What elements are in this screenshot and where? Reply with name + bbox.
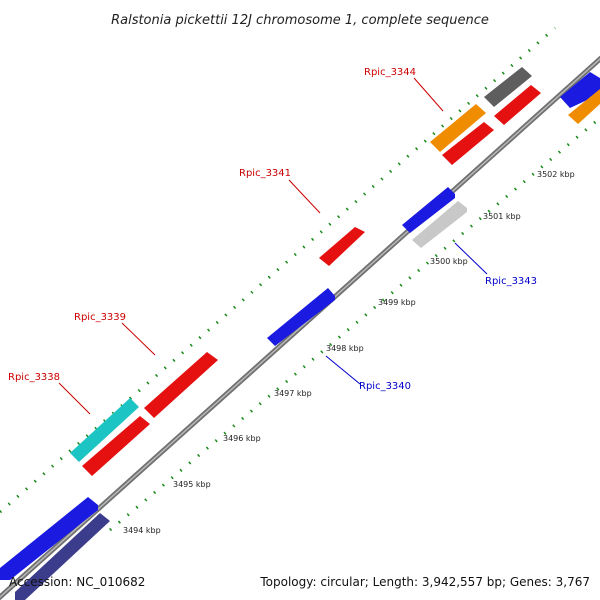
- gene-arrow: [15, 513, 110, 600]
- gene-arrow: [568, 89, 600, 124]
- leader-rpic-3340: [325, 355, 361, 385]
- gene-labels: Rpic_3338 Rpic_3339 Rpic_3341 Rpic_3344 …: [8, 67, 537, 392]
- gene-arrow: [0, 497, 98, 580]
- gene-arrow: [494, 85, 541, 125]
- gene-arrow: [82, 416, 150, 476]
- gene-arrow-rpic-3344: [430, 104, 486, 152]
- tick-label-3498: 3498 kbp: [326, 344, 364, 353]
- forward-tick-line: [0, 26, 556, 514]
- gene-arrow-rpic-3343: [402, 187, 455, 233]
- gene-label-rpic-3344: Rpic_3344: [364, 67, 416, 78]
- tick-labels: 3494 kbp 3495 kbp 3496 kbp 3497 kbp 3498…: [123, 170, 575, 535]
- gene-arrow: [442, 122, 494, 165]
- gene-label-rpic-3343: Rpic_3343: [485, 276, 537, 287]
- gene-arrow: [484, 67, 532, 107]
- accession-text: Accession: NC_010682: [9, 575, 145, 589]
- topology-text: Topology: circular; Length: 3,942,557 bp…: [259, 575, 590, 589]
- gene-label-rpic-3339: Rpic_3339: [74, 312, 126, 323]
- gene-arrow: [70, 398, 139, 462]
- leader-rpic-3339: [121, 322, 156, 356]
- gene-label-rpic-3340: Rpic_3340: [359, 381, 411, 392]
- tick-label-3497: 3497 kbp: [274, 389, 312, 398]
- gene-arrow-rpic-3341: [319, 227, 365, 266]
- leader-rpic-3343: [454, 242, 488, 275]
- leader-rpic-3341: [288, 179, 321, 214]
- tick-label-3494: 3494 kbp: [123, 526, 161, 535]
- gene-label-rpic-3341: Rpic_3341: [239, 168, 291, 179]
- leader-rpic-3344: [413, 77, 444, 112]
- tick-label-3501: 3501 kbp: [483, 212, 521, 221]
- gene-arrow: [412, 201, 467, 248]
- reverse-tick-line: [109, 116, 600, 532]
- gene-arrow-rpic-3340: [267, 288, 335, 346]
- map-title: Ralstonia pickettii 12J chromosome 1, co…: [111, 13, 489, 28]
- tick-label-3500: 3500 kbp: [430, 257, 468, 266]
- gene-arrow: [560, 72, 600, 108]
- leader-rpic-3338: [58, 382, 91, 415]
- gene-label-rpic-3338: Rpic_3338: [8, 372, 60, 383]
- gene-arrow-rpic-3339: [144, 352, 218, 418]
- gene-arrows: [0, 67, 600, 600]
- gene-label-leaders: [58, 77, 488, 415]
- tick-label-3496: 3496 kbp: [223, 434, 261, 443]
- tick-label-3495: 3495 kbp: [173, 480, 211, 489]
- tick-label-3502: 3502 kbp: [537, 170, 575, 179]
- tick-label-3499: 3499 kbp: [378, 298, 416, 307]
